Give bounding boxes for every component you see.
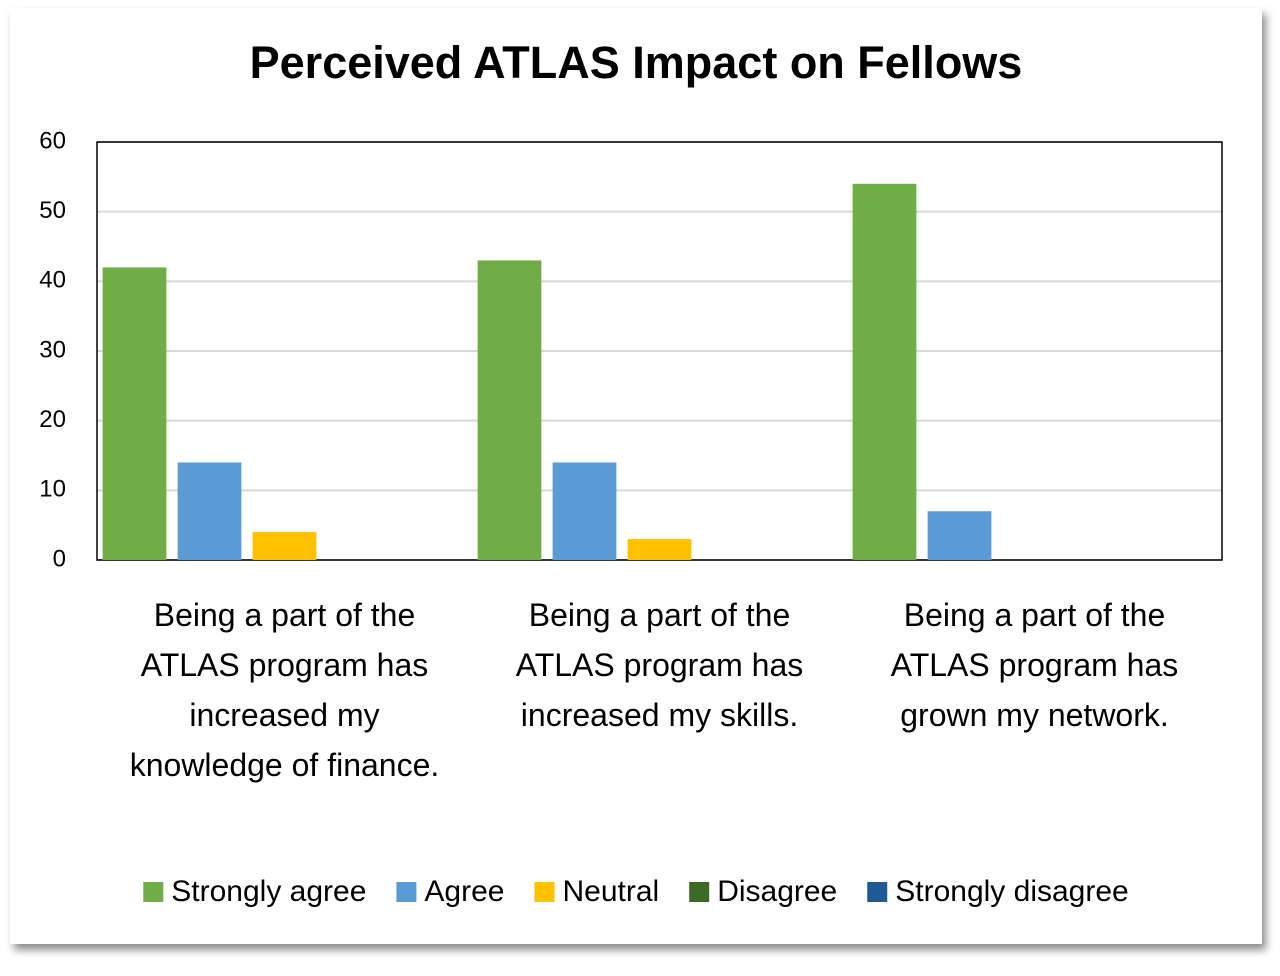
y-tick-label: 50 [39, 197, 66, 224]
bar [552, 462, 617, 560]
y-tick-label: 10 [39, 476, 66, 503]
legend-swatch [534, 882, 555, 902]
x-tick-label: Being a part of the ATLAS program has in… [129, 597, 440, 783]
bar [927, 511, 992, 560]
chart-title: Perceived ATLAS Impact on Fellows [250, 37, 1023, 88]
y-tick-label: 30 [39, 336, 66, 363]
legend-swatch [143, 882, 164, 902]
y-tick-label: 0 [53, 545, 66, 572]
y-tick-label: 40 [39, 267, 66, 294]
legend-label: Disagree [717, 875, 837, 908]
y-tick-label: 60 [39, 127, 66, 154]
x-tick-label: Being a part of the ATLAS program has in… [515, 597, 804, 733]
legend-swatch [396, 882, 417, 902]
legend-label: Agree [424, 875, 504, 908]
bar [252, 532, 317, 560]
legend-label: Neutral [562, 875, 659, 908]
x-tick-label: Being a part of the ATLAS program has gr… [890, 597, 1179, 733]
bar [102, 267, 167, 560]
bar [627, 539, 692, 560]
bar [852, 183, 917, 561]
legend-swatch [867, 882, 888, 902]
bar [177, 462, 242, 560]
legend-swatch [689, 882, 710, 902]
y-tick-label: 20 [39, 406, 66, 433]
bar [477, 260, 542, 560]
legend-label: Strongly agree [171, 875, 366, 908]
legend-label: Strongly disagree [895, 875, 1128, 908]
